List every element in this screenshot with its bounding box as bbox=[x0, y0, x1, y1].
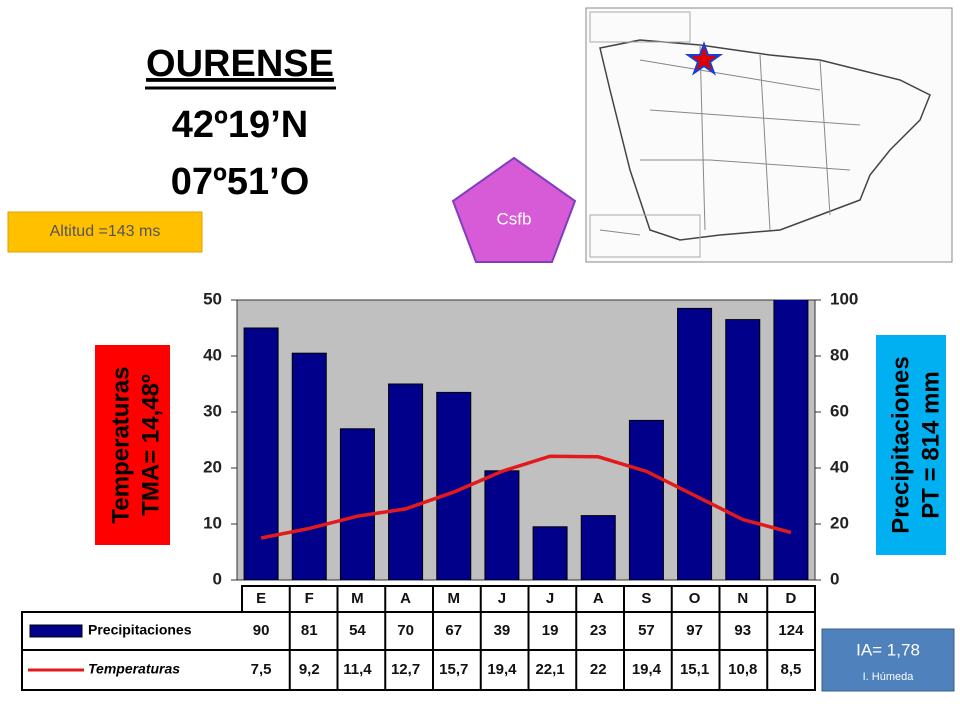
y-tick-label: 10 bbox=[203, 513, 222, 532]
x-tick-label: N bbox=[737, 590, 748, 607]
bar bbox=[243, 327, 279, 580]
x-tick-label: J bbox=[498, 590, 506, 607]
y2-tick-label: 80 bbox=[830, 345, 849, 364]
bar bbox=[339, 428, 375, 580]
bar bbox=[677, 307, 713, 580]
data-label: 15,7 bbox=[439, 661, 468, 678]
y2-tick-label: 40 bbox=[830, 457, 849, 476]
bar bbox=[291, 352, 327, 580]
y-axis-sublabel: TMA= 14,48º bbox=[137, 374, 164, 516]
longitude: 07º51’O bbox=[171, 161, 310, 203]
data-label: 19,4 bbox=[632, 661, 662, 678]
data-label: 54 bbox=[349, 622, 366, 639]
aridity-box bbox=[821, 628, 955, 692]
x-tick-label: F bbox=[305, 590, 314, 607]
bar bbox=[388, 383, 424, 580]
climate-pentagon bbox=[451, 156, 577, 263]
bar bbox=[773, 300, 809, 580]
data-label: 93 bbox=[734, 622, 751, 639]
data-label: 81 bbox=[301, 622, 318, 639]
y2-axis-label: Precipitaciones bbox=[887, 356, 914, 533]
precip-label-box bbox=[876, 335, 946, 555]
data-label: 9,2 bbox=[299, 661, 320, 678]
x-tick-label: A bbox=[400, 590, 411, 607]
latitude: 42º19’N bbox=[172, 104, 308, 146]
data-label: 8,5 bbox=[780, 661, 801, 678]
y-tick-label: 40 bbox=[203, 345, 222, 364]
legend-label: Precipitaciones bbox=[88, 622, 192, 638]
x-tick-label: A bbox=[593, 590, 604, 607]
x-tick-label: D bbox=[785, 590, 796, 607]
data-label: 57 bbox=[638, 622, 655, 639]
bar bbox=[484, 470, 520, 580]
legend-swatch bbox=[29, 624, 83, 638]
data-label: 7,5 bbox=[251, 661, 272, 678]
y2-tick-label: 60 bbox=[830, 401, 849, 420]
data-label: 15,1 bbox=[680, 661, 709, 678]
data-label: 22,1 bbox=[535, 661, 564, 678]
altitude-box bbox=[7, 211, 203, 253]
y-axis-label: Temperaturas bbox=[107, 367, 134, 524]
y2-tick-label: 0 bbox=[830, 569, 839, 588]
x-tick-label: S bbox=[641, 590, 651, 607]
bar bbox=[532, 526, 568, 580]
title: OURENSE bbox=[146, 43, 334, 85]
line bbox=[260, 454, 792, 540]
y-tick-label: 50 bbox=[203, 289, 222, 308]
y-tick-label: 0 bbox=[213, 569, 222, 588]
aridity-label: I. Húmeda bbox=[863, 671, 915, 683]
data-label: 23 bbox=[590, 622, 607, 639]
climate-type: Csfb bbox=[497, 209, 532, 228]
bar bbox=[580, 515, 616, 580]
data-label: 97 bbox=[686, 622, 703, 639]
data-label: 10,8 bbox=[728, 661, 757, 678]
data-label: 90 bbox=[253, 622, 270, 639]
data-label: 124 bbox=[778, 622, 804, 639]
bar bbox=[628, 419, 664, 580]
y2-tick-label: 20 bbox=[830, 513, 849, 532]
data-label: 22 bbox=[590, 661, 607, 678]
data-label: 39 bbox=[494, 622, 511, 639]
data-label: 70 bbox=[397, 622, 414, 639]
x-tick-label: E bbox=[256, 590, 266, 607]
plot-area bbox=[236, 299, 816, 581]
data-label: 12,7 bbox=[391, 661, 420, 678]
map bbox=[585, 7, 953, 263]
x-tick-label: O bbox=[689, 590, 701, 607]
temp-label-box bbox=[95, 345, 170, 545]
x-tick-label: J bbox=[546, 590, 554, 607]
y-tick-label: 20 bbox=[203, 457, 222, 476]
legend-label: Temperaturas bbox=[88, 661, 180, 677]
data-label: 11,4 bbox=[343, 661, 372, 678]
y-tick-label: 30 bbox=[203, 401, 222, 420]
y2-tick-label: 100 bbox=[830, 289, 858, 308]
data-label: 67 bbox=[445, 622, 462, 639]
altitude: Altitud =143 ms bbox=[50, 223, 161, 240]
aridity-index: IA= 1,78 bbox=[856, 640, 920, 659]
bar bbox=[725, 319, 761, 580]
y2-axis-sublabel: PT = 814 mm bbox=[917, 371, 944, 518]
x-tick-label: M bbox=[448, 590, 461, 607]
data-label: 19,4 bbox=[487, 661, 517, 678]
x-tick-label: M bbox=[351, 590, 364, 607]
data-label: 19 bbox=[542, 622, 559, 639]
